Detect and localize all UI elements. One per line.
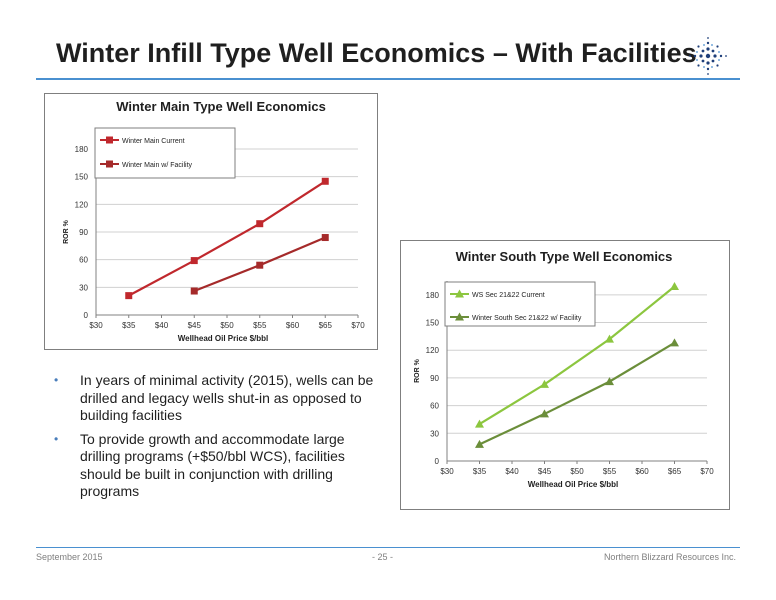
x-tick-label: $40: [505, 467, 519, 476]
bullet-item: • To provide growth and accommodate larg…: [46, 431, 376, 501]
y-axis-label: ROR %: [414, 358, 421, 383]
data-point: [190, 287, 198, 295]
legend-label: Winter Main Current: [122, 138, 185, 145]
title-divider: [36, 78, 740, 80]
x-axis-label: Wellhead Oil Price $/bbl: [178, 334, 269, 343]
x-tick-label: $65: [319, 321, 333, 330]
footer-date: September 2015: [36, 552, 103, 562]
data-point: [475, 439, 484, 448]
snowflake-logo-icon: [689, 37, 727, 75]
x-tick-label: $45: [188, 321, 202, 330]
x-tick-label: $70: [351, 321, 365, 330]
winter-south-chart: Winter South Type Well Economics 0 30 60 90 1…: [400, 240, 730, 510]
y-tick-label: 150: [75, 173, 89, 182]
y-tick-label: 180: [75, 145, 89, 154]
bullet-item: • In years of minimal activity (2015), w…: [46, 372, 376, 425]
y-tick-label: 30: [430, 429, 439, 438]
x-tick-label: $30: [440, 467, 454, 476]
x-tick-label: $50: [220, 321, 234, 330]
x-tick-label: $60: [286, 321, 300, 330]
legend-box: [444, 281, 596, 327]
data-point: [256, 220, 264, 228]
winter-south-chart-svg: Winter South Type Well Economics 0 30 60 90 1…: [414, 249, 714, 489]
winter-main-chart: Winter Main Type Well Economics 0 30 60 90 12…: [44, 93, 378, 350]
series-line: [478, 285, 676, 426]
page-number: - 25 -: [372, 552, 394, 562]
legend-label: WS Sec 21&22 Current: [472, 292, 545, 299]
bullet-text: To provide growth and accommodate large …: [80, 430, 345, 500]
x-tick-label: $45: [538, 467, 552, 476]
legend-marker: [106, 160, 113, 168]
bullet-symbol: •: [54, 373, 59, 387]
winter-main-chart-svg: Winter Main Type Well Economics 0 30 60 90 12…: [63, 99, 365, 343]
data-point: [540, 409, 549, 418]
series-line: [128, 180, 326, 297]
data-point: [190, 257, 198, 265]
x-tick-label: $70: [700, 467, 714, 476]
legend-label: Winter South Sec 21&22 w/ Facility: [472, 315, 582, 322]
legend-box: [94, 127, 236, 179]
legend-label: Winter Main w/ Facility: [122, 162, 193, 169]
y-tick-label: 0: [435, 457, 440, 466]
x-tick-label: $40: [155, 321, 169, 330]
bullet-text: In years of minimal activity (2015), wel…: [80, 372, 374, 423]
bullet-list: • In years of minimal activity (2015), w…: [46, 372, 376, 507]
data-point: [540, 379, 549, 388]
x-tick-label: $30: [89, 321, 103, 330]
data-point: [670, 338, 679, 347]
x-tick-label: $50: [570, 467, 584, 476]
y-tick-label: 150: [426, 319, 440, 328]
footer-divider: [36, 547, 740, 548]
footer-company: Northern Blizzard Resources Inc.: [603, 552, 736, 562]
data-point: [321, 177, 329, 185]
legend-marker: [106, 136, 113, 144]
legend-marker: [455, 312, 464, 321]
x-tick-label: $65: [668, 467, 682, 476]
y-tick-label: 120: [75, 200, 89, 209]
x-tick-label: $35: [473, 467, 487, 476]
y-tick-label: 30: [79, 283, 88, 292]
x-axis-label: Wellhead Oil Price $/bbl: [528, 480, 619, 489]
x-tick-label: $55: [253, 321, 267, 330]
y-tick-label: 120: [426, 346, 440, 355]
series-line: [479, 341, 676, 446]
chart-title: Winter Main Type Well Economics: [116, 99, 326, 114]
y-tick-label: 180: [426, 291, 440, 300]
data-point: [605, 377, 614, 386]
chart-title: Winter South Type Well Economics: [456, 249, 673, 264]
y-tick-label: 60: [79, 256, 88, 265]
slide-title: Winter Infill Type Well Economics – With…: [56, 38, 697, 68]
x-tick-label: $60: [635, 467, 649, 476]
y-tick-label: 60: [430, 402, 439, 411]
x-tick-label: $55: [603, 467, 617, 476]
bullet-symbol: •: [54, 431, 59, 446]
legend-marker: [455, 289, 464, 298]
data-point: [605, 334, 614, 343]
y-tick-label: 0: [84, 311, 89, 320]
x-tick-label: $35: [122, 321, 136, 330]
data-point: [670, 282, 679, 291]
data-point: [125, 292, 133, 300]
data-point: [256, 261, 264, 269]
y-axis-label: ROR %: [63, 219, 70, 244]
y-tick-label: 90: [430, 374, 439, 383]
y-tick-label: 90: [79, 228, 88, 237]
data-point: [321, 234, 329, 242]
data-point: [475, 419, 484, 428]
